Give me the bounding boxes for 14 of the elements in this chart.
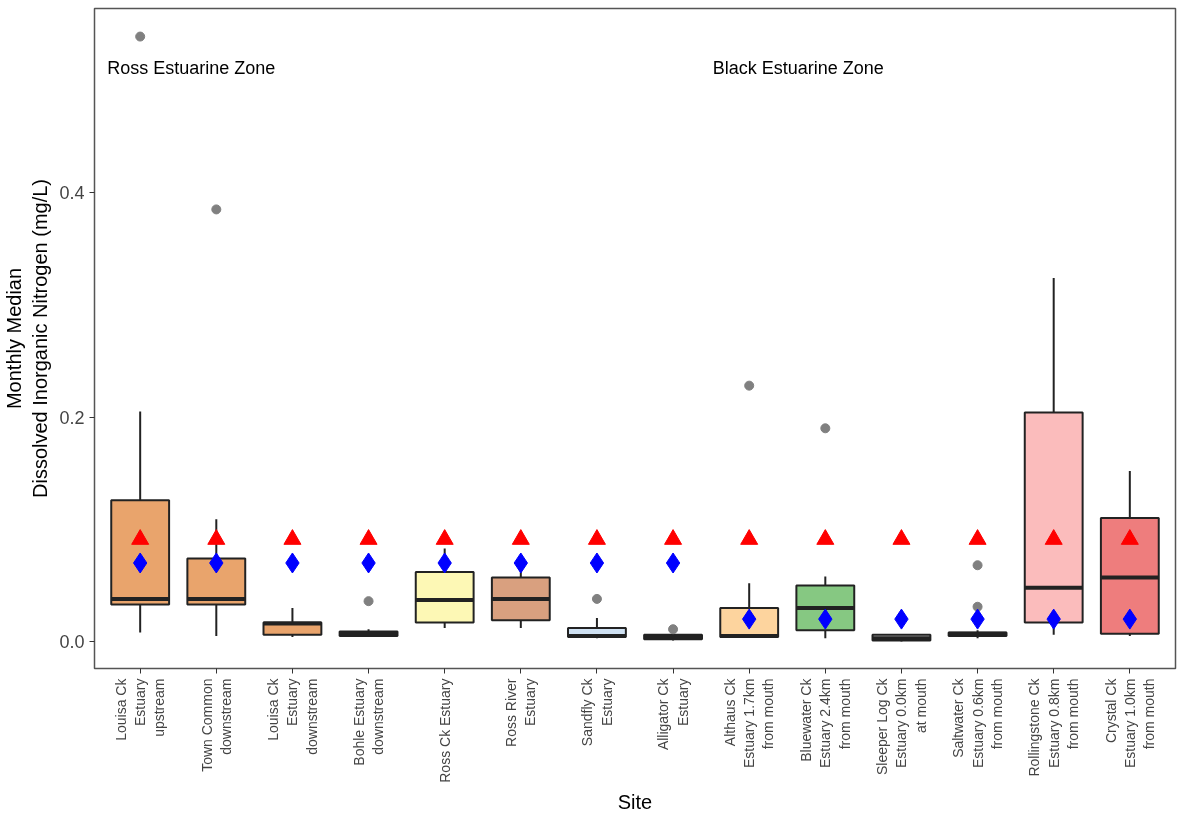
x-tick-label: Althaus Ck Estuary 1.7km from mouth bbox=[721, 677, 777, 768]
y-tick-label: 0.4 bbox=[59, 183, 85, 204]
x-tick-label: Ross Ck Estuary bbox=[436, 678, 453, 783]
x-axis-title: Site bbox=[617, 790, 653, 813]
y-tick-label: 0.2 bbox=[59, 407, 85, 428]
y-axis-title: Monthly Median Dissolved Inorganic Nitrogen (mg/L) bbox=[3, 178, 52, 499]
x-tick-label: Alligator Ck Estuary bbox=[655, 677, 691, 751]
x-tick-label: Ross River Estuary bbox=[503, 678, 539, 747]
x-tick-label: Sandfly Ck Estuary bbox=[579, 677, 615, 747]
annotation: Ross Estuarine Zone bbox=[107, 57, 276, 78]
x-tick-label: Town Common downstream bbox=[198, 678, 234, 772]
annotation: Black Estuarine Zone bbox=[712, 57, 884, 78]
y-tick-label: 0.0 bbox=[59, 632, 85, 653]
x-tick-label: Louisa Ck Estuary upstream bbox=[112, 677, 168, 741]
